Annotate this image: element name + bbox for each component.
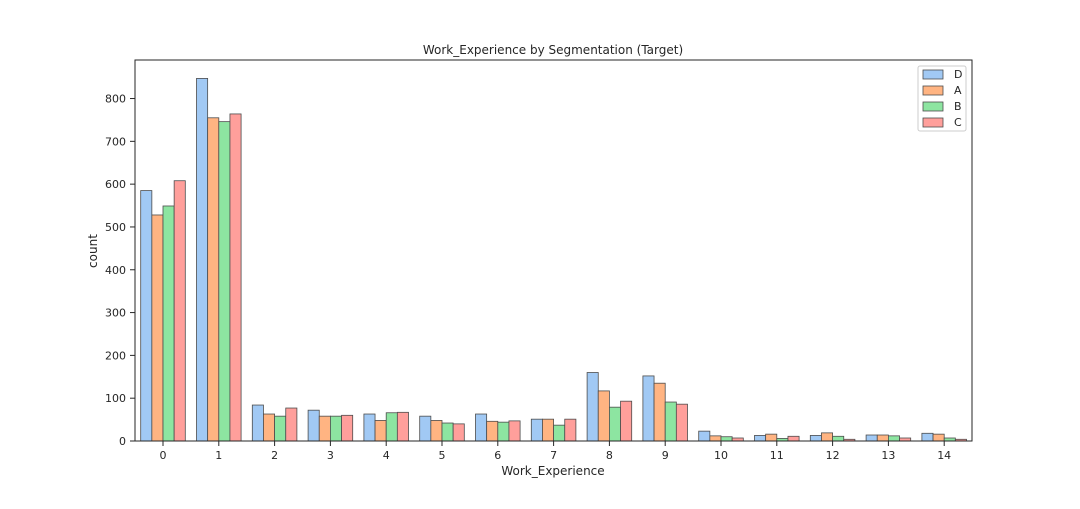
bar-A-6 [486, 420, 499, 442]
bar-D-11 [754, 435, 767, 442]
bar-D-3 [307, 409, 320, 442]
bar-A-11 [765, 433, 778, 442]
x-tick-label: 2 [271, 449, 278, 462]
y-tick-label: 800 [105, 93, 126, 106]
y-axis-label: count [86, 234, 100, 268]
bar-C-5 [452, 423, 465, 442]
bar-A-1 [207, 117, 220, 442]
legend-frame [917, 65, 967, 132]
bar-D-14 [921, 432, 934, 442]
bar-C-9 [675, 403, 688, 442]
y-tick-label: 500 [105, 221, 126, 234]
bar-D-0 [140, 190, 153, 442]
bar-B-4 [385, 412, 398, 442]
y-tick-label: 400 [105, 264, 126, 277]
bar-A-8 [597, 390, 610, 442]
bar-A-7 [542, 418, 555, 442]
bar-D-1 [196, 78, 209, 442]
bar-A-5 [430, 420, 443, 442]
bar-A-0 [151, 214, 164, 442]
bar-A-3 [318, 415, 331, 442]
bar-A-2 [263, 413, 276, 442]
legend-label-C: C [954, 116, 962, 129]
bar-C-3 [341, 414, 354, 442]
bar-B-6 [497, 421, 510, 442]
x-tick-label: 6 [494, 449, 501, 462]
bar-B-5 [441, 422, 454, 442]
bar-A-13 [876, 434, 889, 442]
legend-label-D: D [954, 68, 962, 81]
y-tick-label: 700 [105, 135, 126, 148]
bar-A-9 [653, 382, 666, 442]
x-tick-label: 5 [439, 449, 446, 462]
x-tick-label: 4 [383, 449, 390, 462]
legend-label-A: A [954, 84, 962, 97]
bar-B-13 [888, 435, 900, 442]
bar-C-2 [285, 407, 298, 442]
y-tick-label: 300 [105, 307, 126, 320]
y-tick-label: 200 [105, 349, 126, 362]
bar-C-11 [787, 435, 800, 442]
x-tick-label: 11 [770, 449, 784, 462]
legend-label-B: B [954, 100, 962, 113]
bar-B-9 [664, 401, 677, 442]
x-tick-label: 12 [826, 449, 840, 462]
bar-B-8 [609, 406, 621, 442]
bar-D-7 [530, 418, 543, 442]
chart-title: Work_Experience by Segmentation (Target) [423, 43, 683, 57]
bar-B-10 [720, 436, 733, 442]
bar-D-10 [698, 430, 711, 442]
bar-D-13 [865, 434, 878, 442]
bar-D-6 [475, 413, 488, 442]
bar-D-8 [586, 372, 599, 442]
x-tick-label: 7 [550, 449, 557, 462]
bar-B-12 [832, 435, 845, 442]
y-tick-label: 0 [119, 435, 126, 448]
bar-D-5 [419, 415, 432, 442]
bar-C-0 [173, 180, 186, 442]
bar-D-4 [363, 413, 376, 442]
bar-B-7 [553, 424, 566, 442]
x-tick-label: 14 [937, 449, 951, 462]
bar-A-4 [374, 420, 387, 442]
bar-D-2 [251, 404, 264, 442]
bar-A-14 [932, 433, 945, 442]
x-tick-label: 1 [215, 449, 222, 462]
bars-group [140, 78, 967, 442]
legend-swatch-C [922, 117, 944, 128]
bar-A-12 [821, 432, 834, 442]
x-tick-label: 8 [606, 449, 613, 462]
legend-swatch-B [922, 101, 944, 112]
bar-C-8 [620, 400, 633, 442]
bar-C-1 [229, 113, 242, 442]
legend-swatch-A [922, 85, 944, 96]
bar-B-3 [329, 415, 342, 442]
x-tick-label: 0 [160, 449, 167, 462]
bar-A-10 [709, 435, 722, 442]
bar-B-0 [162, 205, 175, 442]
bar-B-1 [218, 121, 231, 442]
x-tick-label: 13 [881, 449, 895, 462]
x-tick-label: 9 [662, 449, 669, 462]
y-tick-label: 600 [105, 178, 126, 191]
bar-B-2 [274, 415, 287, 442]
y-axis-ticks: 0 100 200 300 400 500 600 700 800 [105, 93, 135, 448]
legend-swatch-D [922, 69, 944, 80]
bar-C-4 [396, 411, 409, 442]
plot-frame [134, 59, 973, 442]
x-axis-label: Work_Experience [501, 464, 604, 478]
x-axis-ticks: 0 1 2 3 4 5 6 7 8 9 10 11 12 13 14 [160, 441, 951, 462]
bar-D-12 [809, 435, 822, 442]
x-tick-label: 3 [327, 449, 334, 462]
x-tick-label: 10 [714, 449, 728, 462]
y-tick-label: 100 [105, 392, 126, 405]
bar-C-7 [564, 418, 577, 442]
bar-C-6 [508, 420, 521, 442]
bar-D-9 [642, 375, 655, 442]
